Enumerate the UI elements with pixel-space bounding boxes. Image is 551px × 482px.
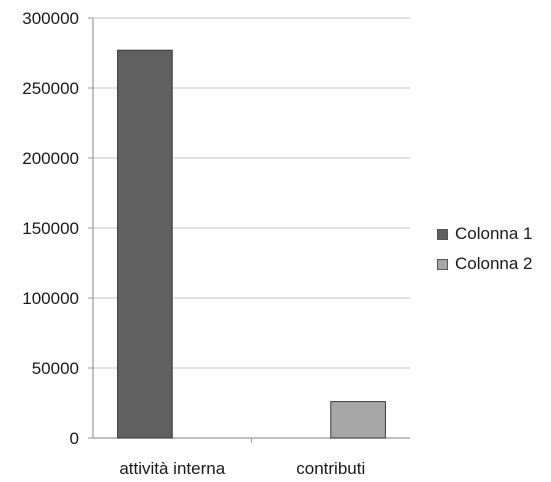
y-tick-label: 250000 [22,79,79,98]
y-tick-label: 100000 [22,289,79,308]
legend-swatch-series-1 [437,228,448,240]
category-label: attività interna [119,459,225,478]
bars [117,49,386,439]
y-tick-labels: 0 50000 100000 150000 200000 250000 300000 [22,9,79,448]
legend-label-series-1: Colonna 1 [455,224,533,243]
bar-1-1 [117,49,173,439]
legend-swatch-series-2 [437,258,448,270]
legend-item-series-2: Colonna 2 [437,249,533,279]
category-labels: attività interna contributi [119,459,365,478]
legend-item-series-1: Colonna 1 [437,219,533,249]
y-tick-label: 200000 [22,149,79,168]
category-label: contributi [296,459,365,478]
y-tick-label: 150000 [22,219,79,238]
y-tick-label: 300000 [22,9,79,28]
bar-2-2 [330,401,386,439]
y-tick-label: 50000 [32,359,79,378]
legend-label-series-2: Colonna 2 [455,254,533,273]
y-tick-label: 0 [70,429,79,448]
legend: Colonna 1 Colonna 2 [437,219,533,279]
